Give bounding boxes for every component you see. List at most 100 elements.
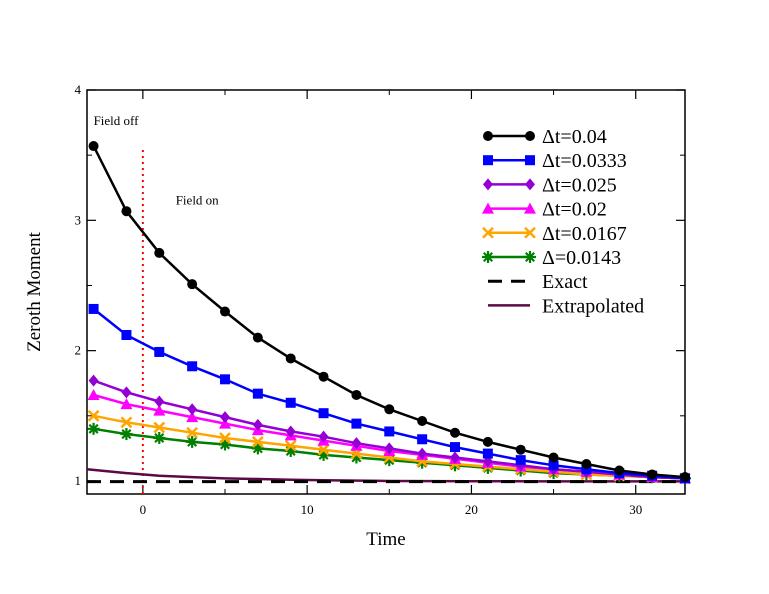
data-point bbox=[317, 443, 330, 456]
series-group bbox=[86, 141, 691, 485]
data-point bbox=[220, 374, 230, 385]
data-point bbox=[219, 417, 231, 429]
data-point bbox=[482, 448, 493, 459]
data-point bbox=[187, 403, 198, 416]
legend-marker bbox=[483, 131, 493, 141]
data-point bbox=[252, 418, 263, 431]
legend-marker bbox=[482, 226, 494, 239]
legend-marker bbox=[482, 202, 494, 214]
legend-marker bbox=[483, 178, 493, 191]
data-point bbox=[121, 330, 132, 341]
data-point bbox=[581, 459, 592, 470]
data-point bbox=[186, 411, 199, 423]
x-tick-label: 10 bbox=[301, 502, 314, 517]
series-0 bbox=[88, 141, 690, 483]
data-point bbox=[515, 455, 526, 466]
legend-item: Δt=0.0333 bbox=[483, 150, 627, 172]
data-point bbox=[351, 389, 362, 400]
data-point bbox=[251, 442, 264, 455]
legend-label: Δt=0.0333 bbox=[542, 150, 627, 172]
legend-label: Δt=0.04 bbox=[542, 126, 607, 148]
plot-frame bbox=[86, 89, 686, 495]
data-point bbox=[284, 439, 297, 452]
data-point bbox=[581, 464, 592, 475]
data-point bbox=[88, 141, 99, 152]
data-point bbox=[251, 435, 264, 448]
legend-label: Δt=0.02 bbox=[542, 199, 607, 221]
legend-marker bbox=[525, 155, 535, 166]
data-point bbox=[515, 444, 526, 455]
data-point bbox=[187, 279, 198, 290]
data-point bbox=[318, 408, 329, 419]
legend-item: Δt=0.025 bbox=[483, 174, 617, 196]
data-point bbox=[87, 422, 100, 435]
data-point bbox=[121, 386, 132, 399]
legend-marker bbox=[524, 226, 536, 239]
data-point bbox=[417, 434, 428, 445]
data-point bbox=[88, 303, 99, 314]
data-point bbox=[285, 353, 296, 364]
data-point bbox=[450, 442, 460, 453]
x-tick-label: 30 bbox=[629, 502, 642, 517]
data-point bbox=[450, 451, 460, 464]
data-point bbox=[482, 436, 493, 447]
data-point bbox=[120, 428, 133, 441]
data-point bbox=[120, 416, 133, 429]
legend-label: Δt=0.025 bbox=[542, 174, 617, 196]
data-point bbox=[153, 431, 166, 444]
data-point bbox=[417, 416, 428, 427]
data-point bbox=[153, 404, 166, 416]
y-axis-label: Zeroth Moment bbox=[24, 231, 45, 352]
annotation-field-on: Field on bbox=[176, 193, 219, 208]
data-point bbox=[87, 409, 100, 422]
data-point bbox=[384, 442, 395, 455]
data-point bbox=[417, 447, 428, 460]
y-tick-label: 4 bbox=[75, 82, 82, 97]
legend-marker bbox=[482, 251, 494, 263]
data-point bbox=[219, 438, 231, 451]
data-point bbox=[614, 465, 625, 476]
data-point bbox=[285, 425, 296, 438]
data-point bbox=[384, 426, 395, 437]
data-point bbox=[88, 374, 99, 387]
data-point bbox=[186, 435, 199, 448]
data-point bbox=[351, 437, 362, 450]
data-point bbox=[548, 460, 559, 471]
legend-item: Δt=0.02 bbox=[482, 199, 607, 221]
x-tick-label: 20 bbox=[465, 502, 478, 517]
data-point bbox=[187, 361, 198, 372]
data-point bbox=[154, 346, 165, 357]
x-axis-label: Time bbox=[366, 529, 405, 550]
data-point bbox=[121, 206, 132, 217]
data-point bbox=[154, 247, 165, 258]
data-point bbox=[154, 395, 165, 408]
y-tick-label: 3 bbox=[75, 212, 82, 227]
data-point bbox=[318, 430, 329, 443]
data-point bbox=[220, 306, 230, 317]
legend-item: Δ=0.0143 bbox=[482, 247, 621, 269]
data-point bbox=[252, 388, 263, 399]
legend-marker bbox=[524, 202, 536, 214]
legend-marker bbox=[483, 155, 493, 166]
data-point bbox=[120, 398, 133, 410]
data-point bbox=[450, 427, 460, 438]
data-point bbox=[285, 397, 296, 408]
x-tick-label: 0 bbox=[140, 502, 147, 517]
data-point bbox=[219, 432, 231, 444]
data-point bbox=[680, 472, 690, 483]
data-point bbox=[647, 469, 658, 480]
axis-ticks bbox=[87, 89, 685, 494]
legend-label: Δt=0.0167 bbox=[542, 223, 627, 245]
legend-item: Δt=0.04 bbox=[483, 126, 607, 148]
data-point bbox=[351, 418, 362, 429]
data-point bbox=[548, 452, 559, 463]
y-tick-label: 1 bbox=[75, 473, 82, 488]
data-point bbox=[384, 404, 395, 415]
data-point bbox=[153, 421, 166, 434]
legend-label: Δ=0.0143 bbox=[542, 247, 621, 269]
axis-tick-labels: 0 10 20 30 1 2 3 4 bbox=[75, 82, 643, 517]
legend-item: Exact bbox=[488, 271, 588, 293]
legend-label: Exact bbox=[542, 271, 588, 293]
